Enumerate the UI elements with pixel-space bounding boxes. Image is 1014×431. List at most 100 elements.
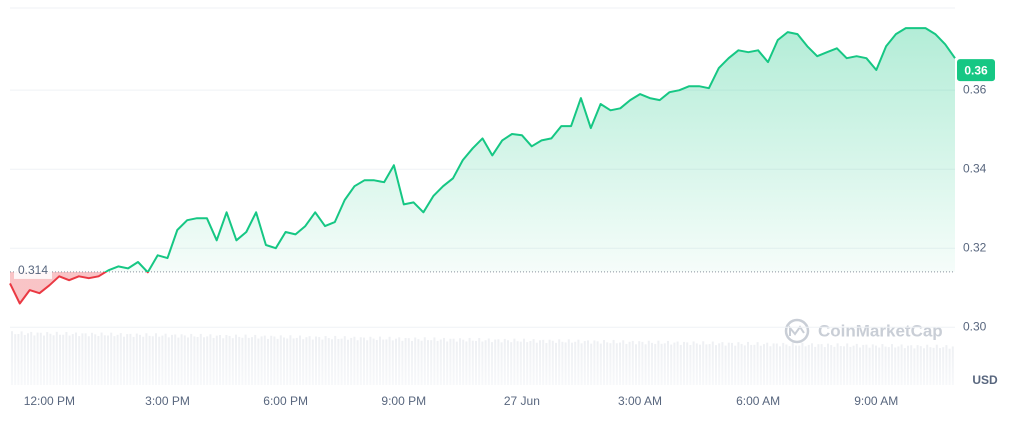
volume-bar: [254, 334, 257, 385]
volume-bar: [199, 333, 202, 385]
volume-bar: [295, 337, 298, 385]
volume-bar: [647, 340, 650, 385]
x-tick-label: 27 Jun: [504, 394, 540, 408]
volume-bar: [494, 339, 497, 385]
volume-bar: [884, 346, 887, 385]
volume-bar: [27, 333, 29, 385]
volume-bar: [542, 339, 545, 385]
volume-bar: [446, 341, 449, 385]
volume-bar: [945, 345, 948, 385]
volume-bar: [673, 342, 676, 385]
volume-bar: [852, 345, 855, 385]
volume-bar: [455, 341, 458, 385]
volume-bar: [910, 345, 913, 385]
volume-bar: [718, 343, 721, 385]
volume-bar: [711, 341, 714, 385]
volume-bar: [500, 342, 503, 385]
volume-bar: [324, 336, 327, 385]
volume-bar: [286, 338, 289, 385]
volume-bar: [635, 344, 637, 385]
volume-bar: [747, 341, 749, 385]
volume-bar: [436, 340, 439, 385]
volume-bar: [849, 346, 852, 385]
y-tick-label: 0.32: [963, 240, 987, 254]
price-line: [9, 27, 956, 305]
volume-bar: [529, 341, 532, 385]
volume-bar: [715, 345, 717, 385]
volume-bar: [820, 344, 823, 385]
current-price-tag: [957, 59, 995, 82]
volume-bar: [318, 337, 321, 385]
volume-bar: [555, 342, 557, 385]
volume-bar: [766, 342, 769, 385]
volume-bar: [87, 336, 90, 385]
volume-bar: [372, 338, 375, 385]
volume-bar: [689, 344, 692, 385]
volume-bar: [705, 344, 708, 385]
y-tick-label: 0.34: [963, 161, 987, 175]
volume-bar: [855, 343, 858, 385]
volume-bar: [59, 334, 61, 385]
volume-bar: [84, 333, 87, 385]
volume-bar: [753, 344, 756, 385]
volume-bar: [308, 336, 311, 385]
volume-bar: [395, 338, 397, 385]
y-unit: USD: [972, 373, 998, 387]
volume-bar: [411, 340, 413, 385]
volume-bar: [702, 341, 705, 385]
volume-bar: [379, 336, 381, 385]
volume-bar: [475, 340, 477, 385]
volume-bar: [161, 335, 164, 385]
volume-bar: [571, 342, 573, 385]
volume-bar: [737, 342, 740, 385]
volume-bar: [484, 340, 487, 385]
volume-bar: [676, 341, 679, 385]
volume-bar: [513, 338, 516, 385]
x-tick-label: 6:00 AM: [736, 394, 780, 408]
volume-bar: [270, 335, 273, 385]
volume-bar: [107, 335, 109, 385]
volume-bar: [110, 332, 113, 385]
volume-bar: [452, 338, 455, 385]
volume-bar: [577, 339, 580, 385]
volume-bar: [491, 342, 493, 385]
volume-bar: [759, 345, 762, 385]
volume-bar: [145, 333, 148, 385]
volume-bar: [593, 340, 596, 385]
volume-bar: [907, 345, 909, 385]
volume-bar: [398, 337, 401, 385]
volume-bar: [49, 333, 52, 385]
volume-bar: [263, 335, 266, 385]
volume-bar: [865, 344, 868, 385]
volume-bar: [75, 332, 77, 385]
volume-bar: [846, 343, 849, 385]
volume-bar: [382, 339, 385, 385]
volume-bar: [654, 343, 657, 385]
volume-bar: [804, 346, 807, 385]
volume-bar: [273, 336, 276, 385]
volume-bar: [94, 334, 97, 385]
volume-bar: [23, 334, 26, 385]
volume-bar: [897, 346, 900, 385]
volume-bar: [231, 338, 234, 385]
volume-bar: [807, 344, 810, 385]
volume-bar: [471, 340, 474, 385]
volume-bar: [526, 342, 529, 385]
volume-bar: [532, 339, 535, 385]
volume-bar: [20, 331, 23, 385]
volume-bar: [260, 336, 263, 385]
volume-bar: [46, 332, 49, 385]
volume-bar: [356, 340, 359, 385]
volume-bar: [875, 345, 877, 385]
volume-bar: [734, 345, 737, 385]
volume-bar: [417, 339, 420, 385]
volume-bar: [340, 338, 343, 385]
volume-bar: [948, 348, 951, 385]
volume-bar: [871, 344, 874, 385]
volume-bar: [779, 346, 781, 385]
volume-bar: [916, 345, 919, 385]
volume-bar: [203, 337, 205, 385]
volume-bar: [132, 336, 135, 385]
volume-bar: [91, 332, 93, 385]
volume-bar: [388, 336, 391, 385]
